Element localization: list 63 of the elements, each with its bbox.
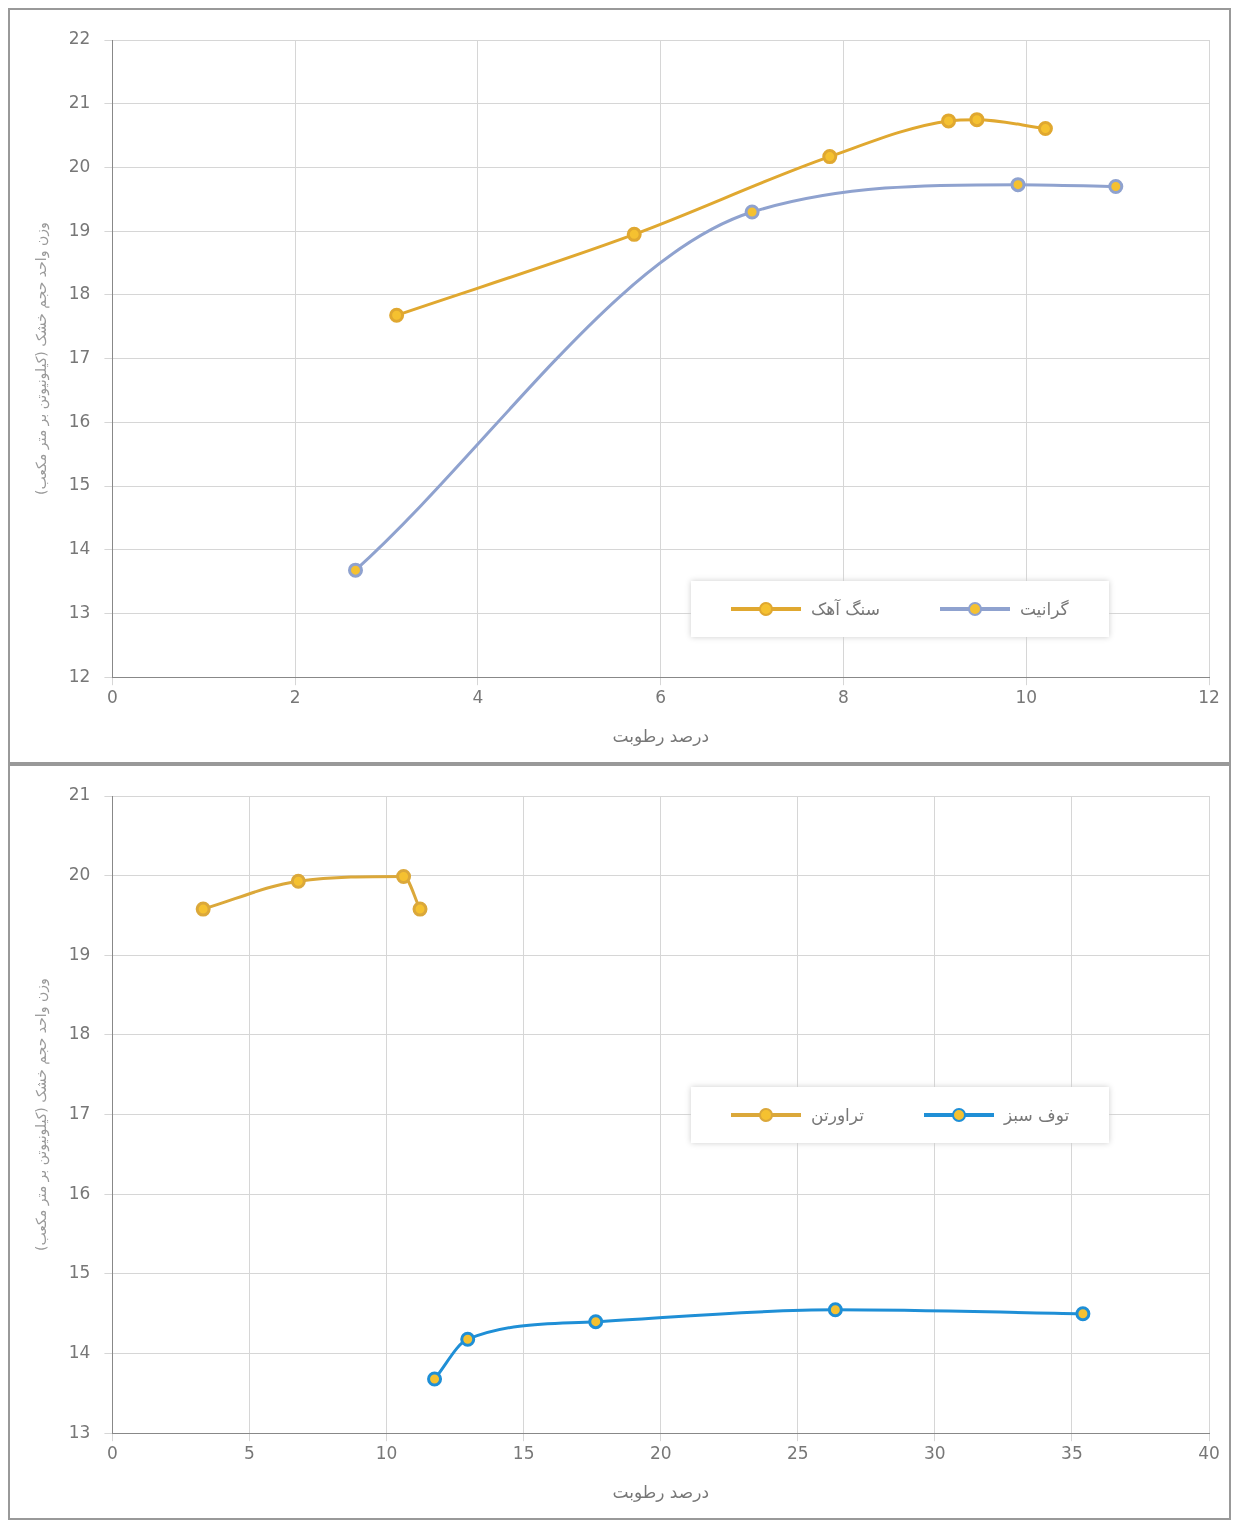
y-tick-label: 19 <box>68 219 91 240</box>
point <box>460 1331 476 1347</box>
y-tick-label: 20 <box>68 155 91 176</box>
legend-label: توف سبز <box>1003 1104 1070 1125</box>
x-tick-label: 6 <box>655 686 667 707</box>
y-tick-label: 18 <box>68 283 91 304</box>
point <box>1108 179 1124 195</box>
x-tick-label: 15 <box>512 1442 535 1463</box>
point <box>969 112 985 128</box>
point <box>744 204 760 220</box>
x-tick-label: 20 <box>649 1442 672 1463</box>
point <box>1075 1306 1091 1322</box>
y-tick-label: 21 <box>68 784 91 805</box>
y-tick-label: 17 <box>68 1103 91 1124</box>
x-tick-label: 8 <box>838 686 849 707</box>
point <box>290 873 306 889</box>
y-axis-title: وزن واحد حجم خشک (کیلونیوتن بر متر مکعب) <box>33 222 51 495</box>
point <box>588 1314 604 1330</box>
point <box>412 901 428 917</box>
x-tick-label: 35 <box>1061 1442 1083 1463</box>
legend-label: گرانیت <box>1019 599 1069 620</box>
point <box>427 1371 443 1387</box>
y-tick-label: 12 <box>68 665 91 686</box>
point <box>348 562 363 578</box>
y-tick-label: 21 <box>68 92 91 113</box>
point <box>389 307 405 323</box>
point <box>827 1302 843 1318</box>
y-tick-label: 22 <box>68 28 91 49</box>
y-tick-label: 13 <box>68 601 91 622</box>
y-tick-label: 15 <box>68 1262 91 1283</box>
x-tick-label: 0 <box>107 686 118 707</box>
x-tick-label: 0 <box>107 1442 118 1463</box>
point <box>1010 177 1026 193</box>
y-tick-label: 20 <box>68 864 91 885</box>
x-tick-label: 4 <box>472 686 484 707</box>
x-tick-label: 10 <box>1015 686 1038 707</box>
legend-label: تراورتن <box>811 1104 864 1125</box>
x-axis-title: درصد رطوبت <box>612 1482 709 1503</box>
x-tick-label: 40 <box>1198 1442 1220 1463</box>
y-axis-title: وزن واحد حجم خشک (کیلونیوتن بر متر مکعب) <box>33 978 51 1251</box>
y-tick-label: 19 <box>68 943 91 964</box>
x-tick-label: 25 <box>786 1442 809 1463</box>
legend-label: سنگ آهک <box>811 599 880 620</box>
y-tick-label: 16 <box>68 410 91 431</box>
point <box>396 868 412 884</box>
x-tick-label: 5 <box>244 1442 255 1463</box>
x-tick-label: 10 <box>375 1442 398 1463</box>
point <box>941 113 957 129</box>
point <box>822 149 838 165</box>
y-tick-label: 14 <box>68 1341 91 1362</box>
y-tick-label: 16 <box>68 1182 91 1203</box>
point <box>626 226 642 242</box>
x-tick-label: 2 <box>289 686 301 707</box>
point <box>195 901 211 917</box>
x-tick-label: 12 <box>1198 686 1220 707</box>
x-tick-label: 30 <box>924 1442 946 1463</box>
y-tick-label: 17 <box>68 347 91 368</box>
x-axis-title: درصد رطوبت <box>612 726 709 747</box>
y-tick-label: 18 <box>68 1023 91 1044</box>
y-tick-label: 13 <box>68 1421 91 1442</box>
point <box>1037 121 1053 137</box>
y-tick-label: 14 <box>68 538 91 559</box>
y-tick-label: 15 <box>68 474 91 495</box>
